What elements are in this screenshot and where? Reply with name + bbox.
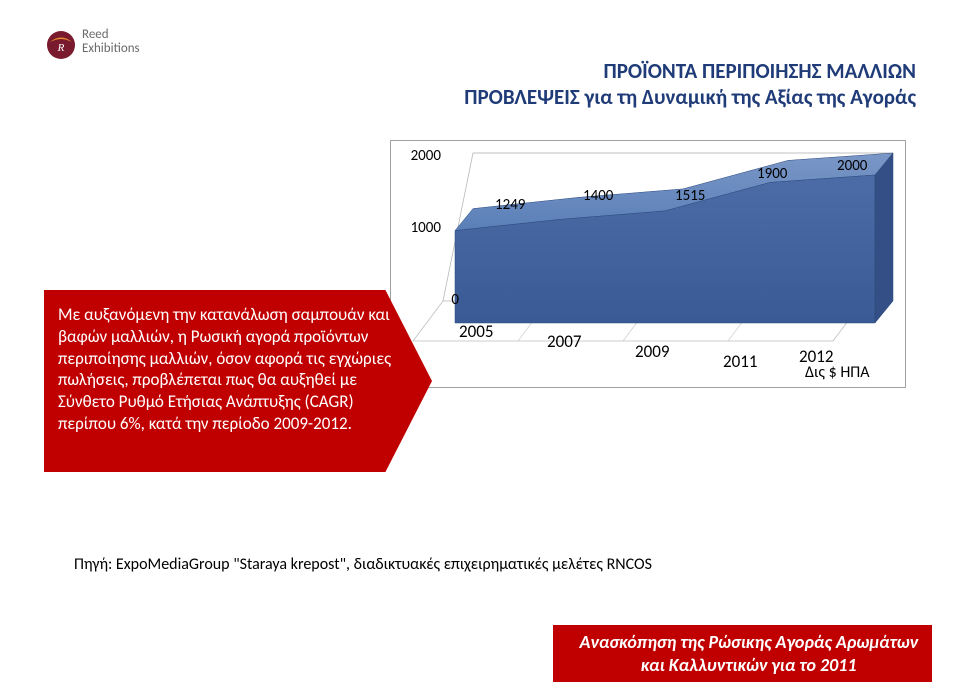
title-line-1: ΠΡΟΪΟΝΤΑ ΠΕΡΙΠΟΙΗΣΗΣ ΜΑΛΛΙΩΝ <box>464 58 916 84</box>
callout-arrow: Με αυξανόμενη την κατανάλωση σαμπουάν κα… <box>44 290 432 472</box>
logo-text-top: Reed <box>82 28 140 42</box>
callout-text: Με αυξανόμενη την κατανάλωση σαμπουάν κα… <box>58 304 391 434</box>
val-1: 1400 <box>583 187 613 205</box>
logo: R Reed Exhibitions <box>44 28 140 62</box>
source-quoted: "Staraya krepost" <box>233 555 346 574</box>
slide-title: ΠΡΟΪΟΝΤΑ ΠΕΡΙΠΟΙΗΣΗΣ ΜΑΛΛΙΩΝ ΠΡΟΒΛΕΨΕΙΣ … <box>464 58 916 110</box>
footer-line-2: και Καλλυντικών για το 2011 <box>579 654 918 677</box>
val-0: 1249 <box>495 196 525 214</box>
source-suffix: , διαδικτυακές επιχειρηματικές μελέτες R… <box>346 555 652 574</box>
val-4: 2000 <box>837 157 867 175</box>
svg-text:R: R <box>57 42 65 54</box>
logo-orb-icon: R <box>44 28 78 62</box>
title-line-2: ΠΡΟΒΛΕΨΕΙΣ για τη Δυναμική της Αξίας της… <box>464 84 916 110</box>
y-tick-0: 0 <box>411 291 459 309</box>
x-3: 2011 <box>723 351 757 372</box>
source-prefix: Πηγή: ExpoMediaGroup <box>74 555 233 574</box>
footer-line-1: Ανασκόπηση της Ρώσικης Αγοράς Αρωμάτων <box>579 631 918 654</box>
x-0: 2005 <box>459 321 493 342</box>
val-2: 1515 <box>675 187 705 205</box>
y-tick-1000: 1000 <box>393 219 441 237</box>
val-3: 1900 <box>757 165 787 183</box>
x-2: 2009 <box>635 341 669 362</box>
x-1: 2007 <box>547 331 581 352</box>
unit-label: Δις $ ΗΠΑ <box>805 363 870 382</box>
chart-container: 2000 1000 0 1249 1400 1515 1900 2000 200… <box>390 140 906 388</box>
footer-banner: Ανασκόπηση της Ρώσικης Αγοράς Αρωμάτων κ… <box>553 625 932 682</box>
source-line: Πηγή: ExpoMediaGroup "Staraya krepost", … <box>74 555 652 574</box>
y-tick-2000: 2000 <box>393 147 441 165</box>
logo-text-bottom: Exhibitions <box>82 42 140 56</box>
